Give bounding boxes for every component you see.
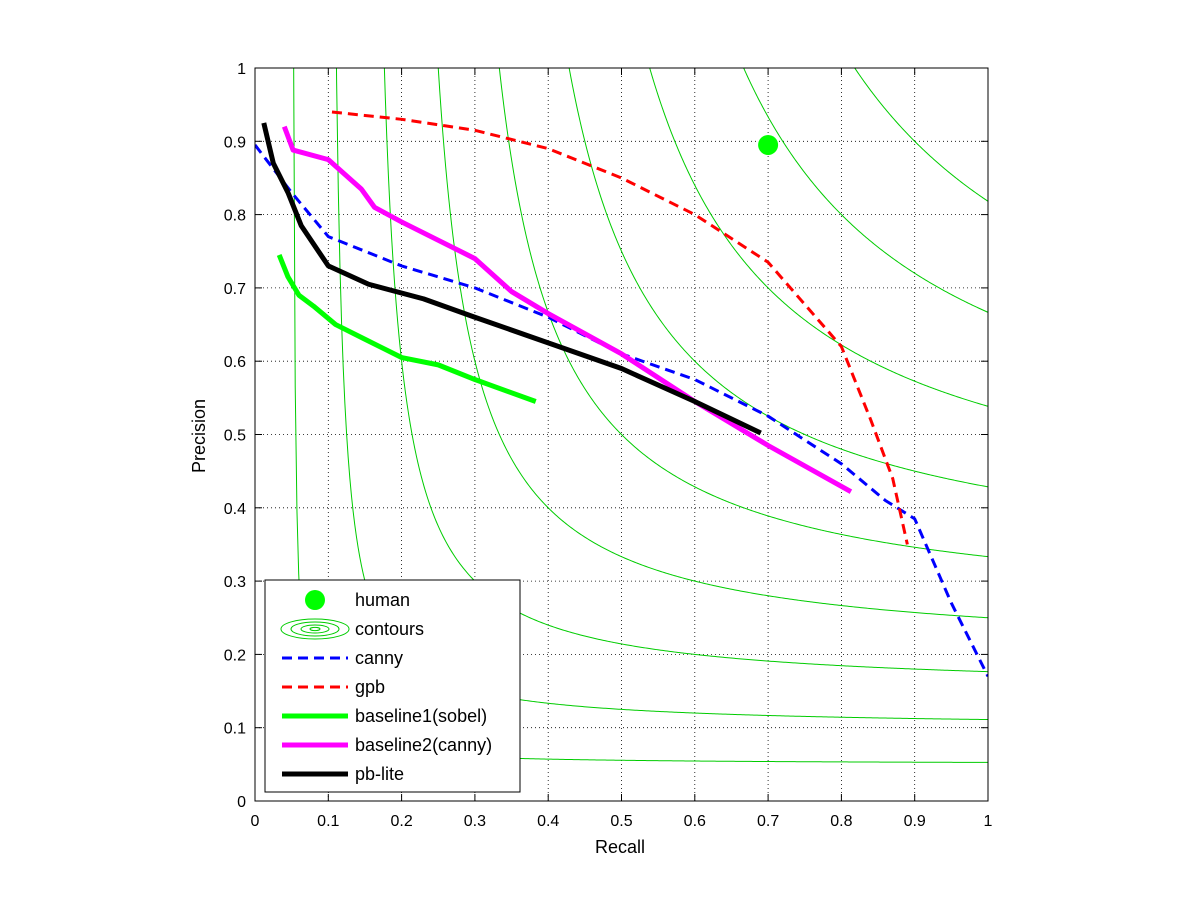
- f-contour-line: [498, 68, 988, 558]
- x-tick-label: 0.6: [684, 813, 706, 830]
- series-lines: [255, 110, 988, 678]
- legend-human-symbol: [305, 590, 325, 610]
- legend-label-contours: contours: [355, 619, 424, 639]
- f-contour-line: [743, 68, 988, 313]
- f-contour-line: [437, 68, 988, 619]
- y-tick-label: 0.6: [224, 354, 246, 371]
- x-tick-label: 0.1: [317, 813, 339, 830]
- y-tick-label: 0.9: [224, 134, 246, 151]
- x-tick-label: 0: [251, 813, 260, 830]
- y-tick-label: 0.1: [224, 721, 246, 738]
- legend-contours-symbol: [280, 618, 350, 640]
- legend-contours-symbol: [290, 621, 340, 637]
- legend-label: pb-lite: [355, 764, 404, 784]
- x-tick-label: 0.9: [904, 813, 926, 830]
- y-tick-label: 1: [237, 61, 246, 78]
- series-line-canny: [255, 144, 988, 678]
- legend: human contours canny gpb baseline1(sobel) bas…: [264, 579, 521, 793]
- f-contour-line: [383, 68, 988, 673]
- x-tick-label: 1: [984, 813, 993, 830]
- y-tick-label: 0.3: [224, 574, 246, 591]
- axis-ticks: 0 0.1 0.2 0.3 0.4 0.5 0.6 0.7 0.8 0.9 1 0 0.1 0.2 0.3 0…: [224, 61, 993, 830]
- legend-contours-symbol: [309, 626, 321, 632]
- y-tick-label: 0.2: [224, 647, 246, 664]
- y-tick-label: 0.4: [224, 501, 246, 518]
- legend-label: canny: [355, 648, 403, 668]
- f-contour-line: [854, 68, 988, 202]
- x-tick-label: 0.2: [390, 813, 412, 830]
- legend-label: baseline1(sobel): [355, 706, 487, 726]
- x-axis-label: Recall: [595, 837, 645, 857]
- human-marker-layer: [758, 134, 779, 155]
- series-line-pb-lite: [261, 122, 762, 436]
- series-line-baseline2-canny-: [281, 125, 853, 494]
- x-tick-label: 0.7: [757, 813, 779, 830]
- f-contour-line: [568, 68, 988, 488]
- y-tick-label: 0.5: [224, 428, 246, 445]
- x-tick-label: 0.8: [830, 813, 852, 830]
- legend-contours-symbol: [300, 624, 330, 634]
- f-contour-line: [649, 68, 988, 407]
- legend-label: gpb: [355, 677, 385, 697]
- x-tick-label: 0.4: [537, 813, 559, 830]
- y-tick-label: 0.7: [224, 281, 246, 298]
- human-marker: [758, 134, 779, 155]
- series-line-baseline1-sobel-: [276, 253, 537, 404]
- legend-label: baseline2(canny): [355, 735, 492, 755]
- y-tick-label: 0.8: [224, 208, 246, 225]
- y-axis-label: Precision: [189, 399, 209, 473]
- x-tick-label: 0.5: [610, 813, 632, 830]
- series-line-gpb: [331, 110, 909, 545]
- legend-label-human: human: [355, 590, 410, 610]
- y-tick-label: 0: [237, 794, 246, 811]
- x-tick-label: 0.3: [464, 813, 486, 830]
